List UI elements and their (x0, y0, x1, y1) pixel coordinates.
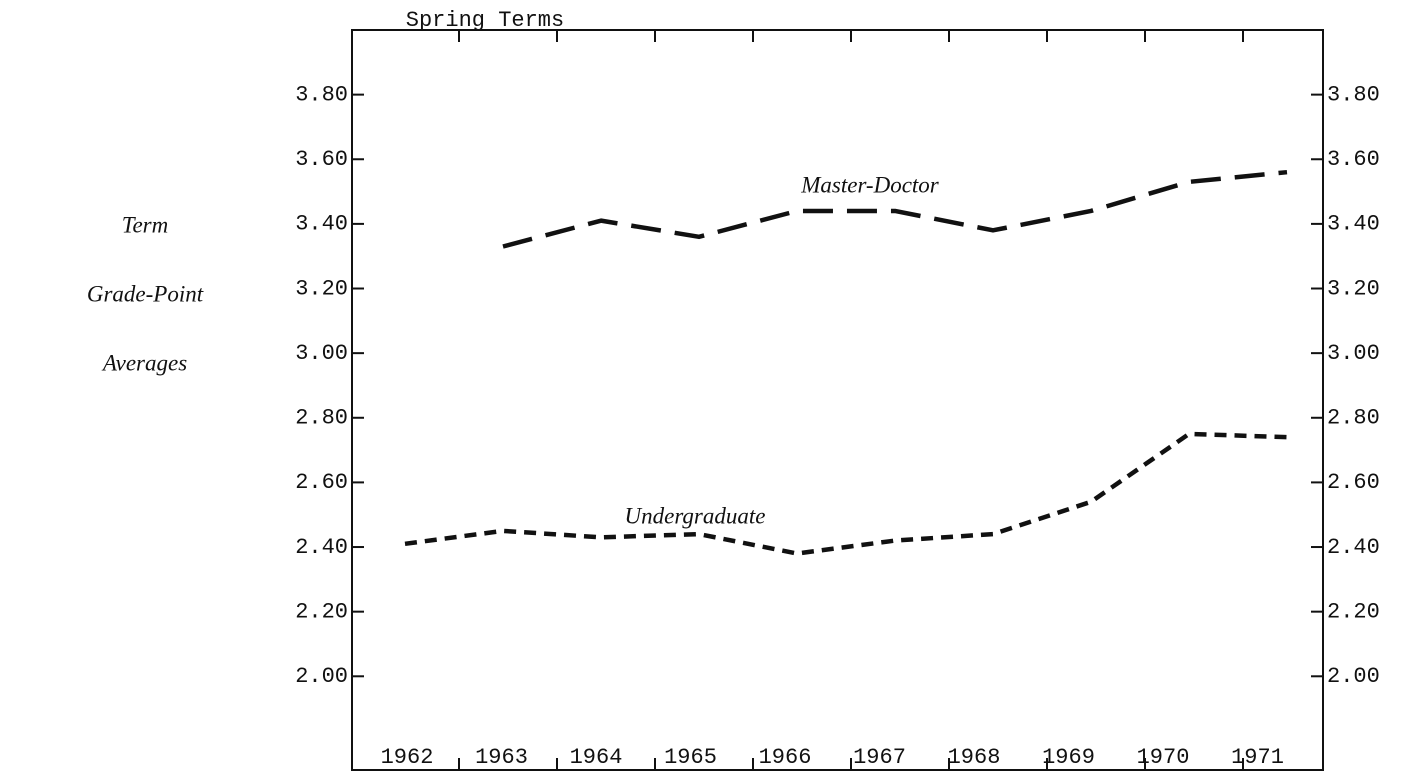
series-line (404, 431, 1288, 556)
series-label: Master-Doctor (800, 172, 940, 197)
chart-title: Spring Terms (406, 8, 564, 33)
y-axis-label: Grade-Point (87, 281, 204, 306)
y2-tick-label: 2.00 (1327, 664, 1380, 689)
y-tick-label: 3.40 (295, 212, 348, 237)
y-axis-label: Averages (101, 350, 187, 375)
plot-frame (351, 29, 1324, 771)
x-tick-label: 1966 (759, 745, 812, 770)
y-tick-label: 2.00 (295, 664, 348, 689)
x-tick-label: 1969 (1042, 745, 1095, 770)
y-axis-label: Term (122, 212, 168, 237)
x-tick-label: 1970 (1137, 745, 1190, 770)
y2-tick-label: 2.20 (1327, 599, 1380, 624)
series-line (502, 169, 1288, 249)
y-tick-label: 2.80 (295, 406, 348, 431)
y2-tick-label: 3.00 (1327, 341, 1380, 366)
series-label: Undergraduate (625, 503, 766, 528)
y2-tick-label: 2.60 (1327, 470, 1380, 495)
x-tick-label: 1963 (475, 745, 528, 770)
x-tick-label: 1965 (664, 745, 717, 770)
y-tick-label: 3.00 (295, 341, 348, 366)
x-tick-label: 1962 (381, 745, 434, 770)
y2-tick-label: 3.60 (1327, 147, 1380, 172)
y-tick-label: 2.20 (295, 599, 348, 624)
x-tick-label: 1964 (570, 745, 623, 770)
y2-tick-label: 2.80 (1327, 406, 1380, 431)
x-tick-label: 1971 (1231, 745, 1284, 770)
y-tick-label: 2.40 (295, 535, 348, 560)
x-tick-label: 1967 (853, 745, 906, 770)
x-tick-label: 1968 (948, 745, 1001, 770)
y2-tick-label: 3.20 (1327, 276, 1380, 301)
y-tick-label: 3.80 (295, 82, 348, 107)
y2-tick-label: 3.80 (1327, 82, 1380, 107)
y2-tick-label: 2.40 (1327, 535, 1380, 560)
y-tick-label: 3.60 (295, 147, 348, 172)
y-tick-label: 2.60 (295, 470, 348, 495)
y-tick-label: 3.20 (295, 276, 348, 301)
y2-tick-label: 3.40 (1327, 212, 1380, 237)
